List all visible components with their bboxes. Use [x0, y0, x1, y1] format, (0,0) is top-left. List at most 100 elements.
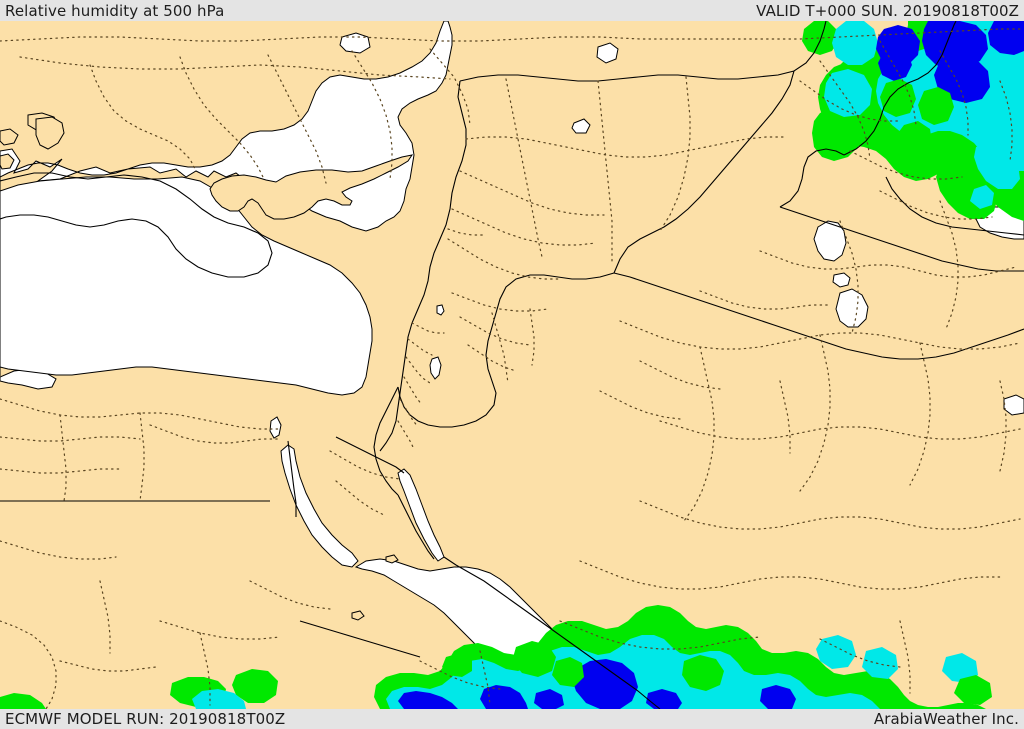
contour-hole-green-ne-3	[898, 121, 932, 153]
small-island-redsea	[351, 610, 365, 621]
admin-egypt-1	[0, 398, 281, 430]
contour-hole-cyan-ne-2	[970, 185, 994, 209]
provider-credit: ArabiaWeather Inc.	[873, 710, 1019, 728]
admin-saudi-2	[683, 346, 715, 522]
small-lake-turkey	[339, 32, 371, 54]
admin-israel-4	[403, 376, 423, 406]
admin-saudi-3	[799, 334, 831, 492]
dead-sea	[429, 356, 442, 380]
nile-river	[287, 440, 297, 517]
saudi-lake-c	[835, 288, 869, 328]
admin-israel-1	[411, 322, 445, 334]
contour-hole-cyan-ne-1	[998, 157, 1020, 181]
admin-sudan-1	[159, 620, 281, 640]
aegean-island-c	[0, 153, 15, 170]
admin-turkey-7	[429, 48, 471, 126]
saudi-lake-a	[813, 220, 847, 262]
border-iraq-iran	[843, 21, 957, 156]
contour-hole-green-ne-1	[880, 79, 916, 117]
contour-hole-green-south-4	[442, 653, 472, 677]
admin-sudan-2	[199, 632, 211, 706]
admin-turkey-5	[267, 54, 327, 184]
admin-iraq-5	[849, 150, 963, 180]
contour-hole-green-south-2	[552, 657, 584, 687]
small-lake-ne-2	[596, 42, 619, 64]
coastline-saudi-red-sea	[443, 556, 661, 709]
contour-hole-cyan-south-2	[862, 647, 898, 679]
admin-egypt-2	[59, 414, 67, 502]
rhodes-island	[35, 116, 65, 150]
admin-turkey-1	[0, 28, 1024, 42]
tiran-islands	[385, 554, 399, 564]
admin-turkey-3	[89, 64, 197, 172]
admin-iraq-3	[879, 40, 917, 126]
admin-saudi-7	[579, 560, 1001, 590]
contour-band-green-ne-west	[812, 107, 862, 161]
contour-band-blue-south-c	[572, 659, 638, 709]
border-saudi-northeast	[885, 176, 1024, 236]
admin-saudi-10	[939, 200, 959, 330]
admin-syria-1	[465, 136, 787, 158]
page-title: Relative humidity at 500 hPa	[5, 1, 225, 20]
admin-egypt-8	[0, 620, 57, 709]
contour-hole-cyan-south-1	[816, 635, 856, 669]
shaded-region-south	[0, 605, 992, 709]
admin-turkey-4	[179, 56, 265, 180]
admin-yemen-1	[819, 638, 901, 668]
cyprus-island	[209, 154, 414, 220]
admin-syria-6	[451, 208, 597, 246]
admin-saudi-6	[639, 500, 1021, 530]
admin-jordan-3	[467, 344, 517, 372]
aegean-island-b	[0, 128, 19, 146]
admin-egypt-6	[149, 424, 279, 444]
contour-band-blue-south-b	[480, 685, 528, 709]
admin-iraq-2	[819, 60, 871, 160]
contour-hole-green-south-5	[954, 675, 992, 705]
contour-band-green-far-west	[0, 693, 46, 709]
admin-egypt-4	[0, 436, 141, 442]
admin-saudi-11	[759, 250, 1017, 278]
admin-sinai-2	[335, 480, 385, 516]
admin-turkey-2	[19, 56, 451, 80]
admin-saudi-14	[599, 390, 681, 420]
border-iraq-saudi	[779, 206, 1024, 272]
contour-band-green-west-strip-2	[232, 669, 278, 703]
admin-saudi-16	[999, 380, 1007, 472]
coastline-turkey-south	[0, 172, 273, 278]
border-iraq-saudi-step	[779, 148, 845, 208]
small-lake-ne	[571, 118, 591, 134]
admin-saudi-15	[779, 380, 791, 454]
admin-boundary-layer	[0, 28, 1024, 709]
admin-egypt-5	[0, 468, 121, 474]
mediterranean-sea	[0, 21, 453, 390]
admin-syria-7	[447, 238, 561, 280]
border-sudan-ethiopia	[299, 620, 421, 658]
model-run-label: ECMWF MODEL RUN: 20190818T00Z	[5, 710, 286, 728]
border-turkey-syria	[459, 21, 827, 82]
admin-iraq-7	[999, 80, 1013, 162]
border-egypt-israel-gulf	[335, 436, 405, 474]
contour-band-blue-south-d	[534, 689, 564, 709]
coastline-levant	[379, 80, 467, 452]
admin-lebanon-1	[447, 228, 485, 236]
admin-egypt-10	[99, 580, 111, 654]
admin-syria-4	[659, 76, 691, 232]
admin-israel-2	[407, 338, 433, 356]
map-canvas[interactable]	[0, 21, 1024, 709]
border-sinai-egypt	[397, 494, 435, 560]
admin-syria-2	[505, 78, 543, 258]
map-plot-area[interactable]	[0, 21, 1024, 709]
border-israel-egypt	[373, 386, 399, 496]
mediterranean-main-body	[0, 176, 373, 396]
admin-turkey-6	[351, 50, 393, 180]
admin-saudi-12	[699, 290, 829, 310]
contour-hole-green-south-1	[512, 641, 556, 677]
contour-hole-green-ne-2	[918, 87, 954, 125]
admin-iraq-6	[879, 190, 993, 220]
contour-band-blue-south-e	[646, 689, 682, 709]
admin-egypt-9	[59, 660, 157, 672]
admin-israel-6	[397, 420, 415, 450]
egypt-lake-nasser	[269, 416, 282, 439]
border-syria-iraq	[613, 70, 795, 274]
